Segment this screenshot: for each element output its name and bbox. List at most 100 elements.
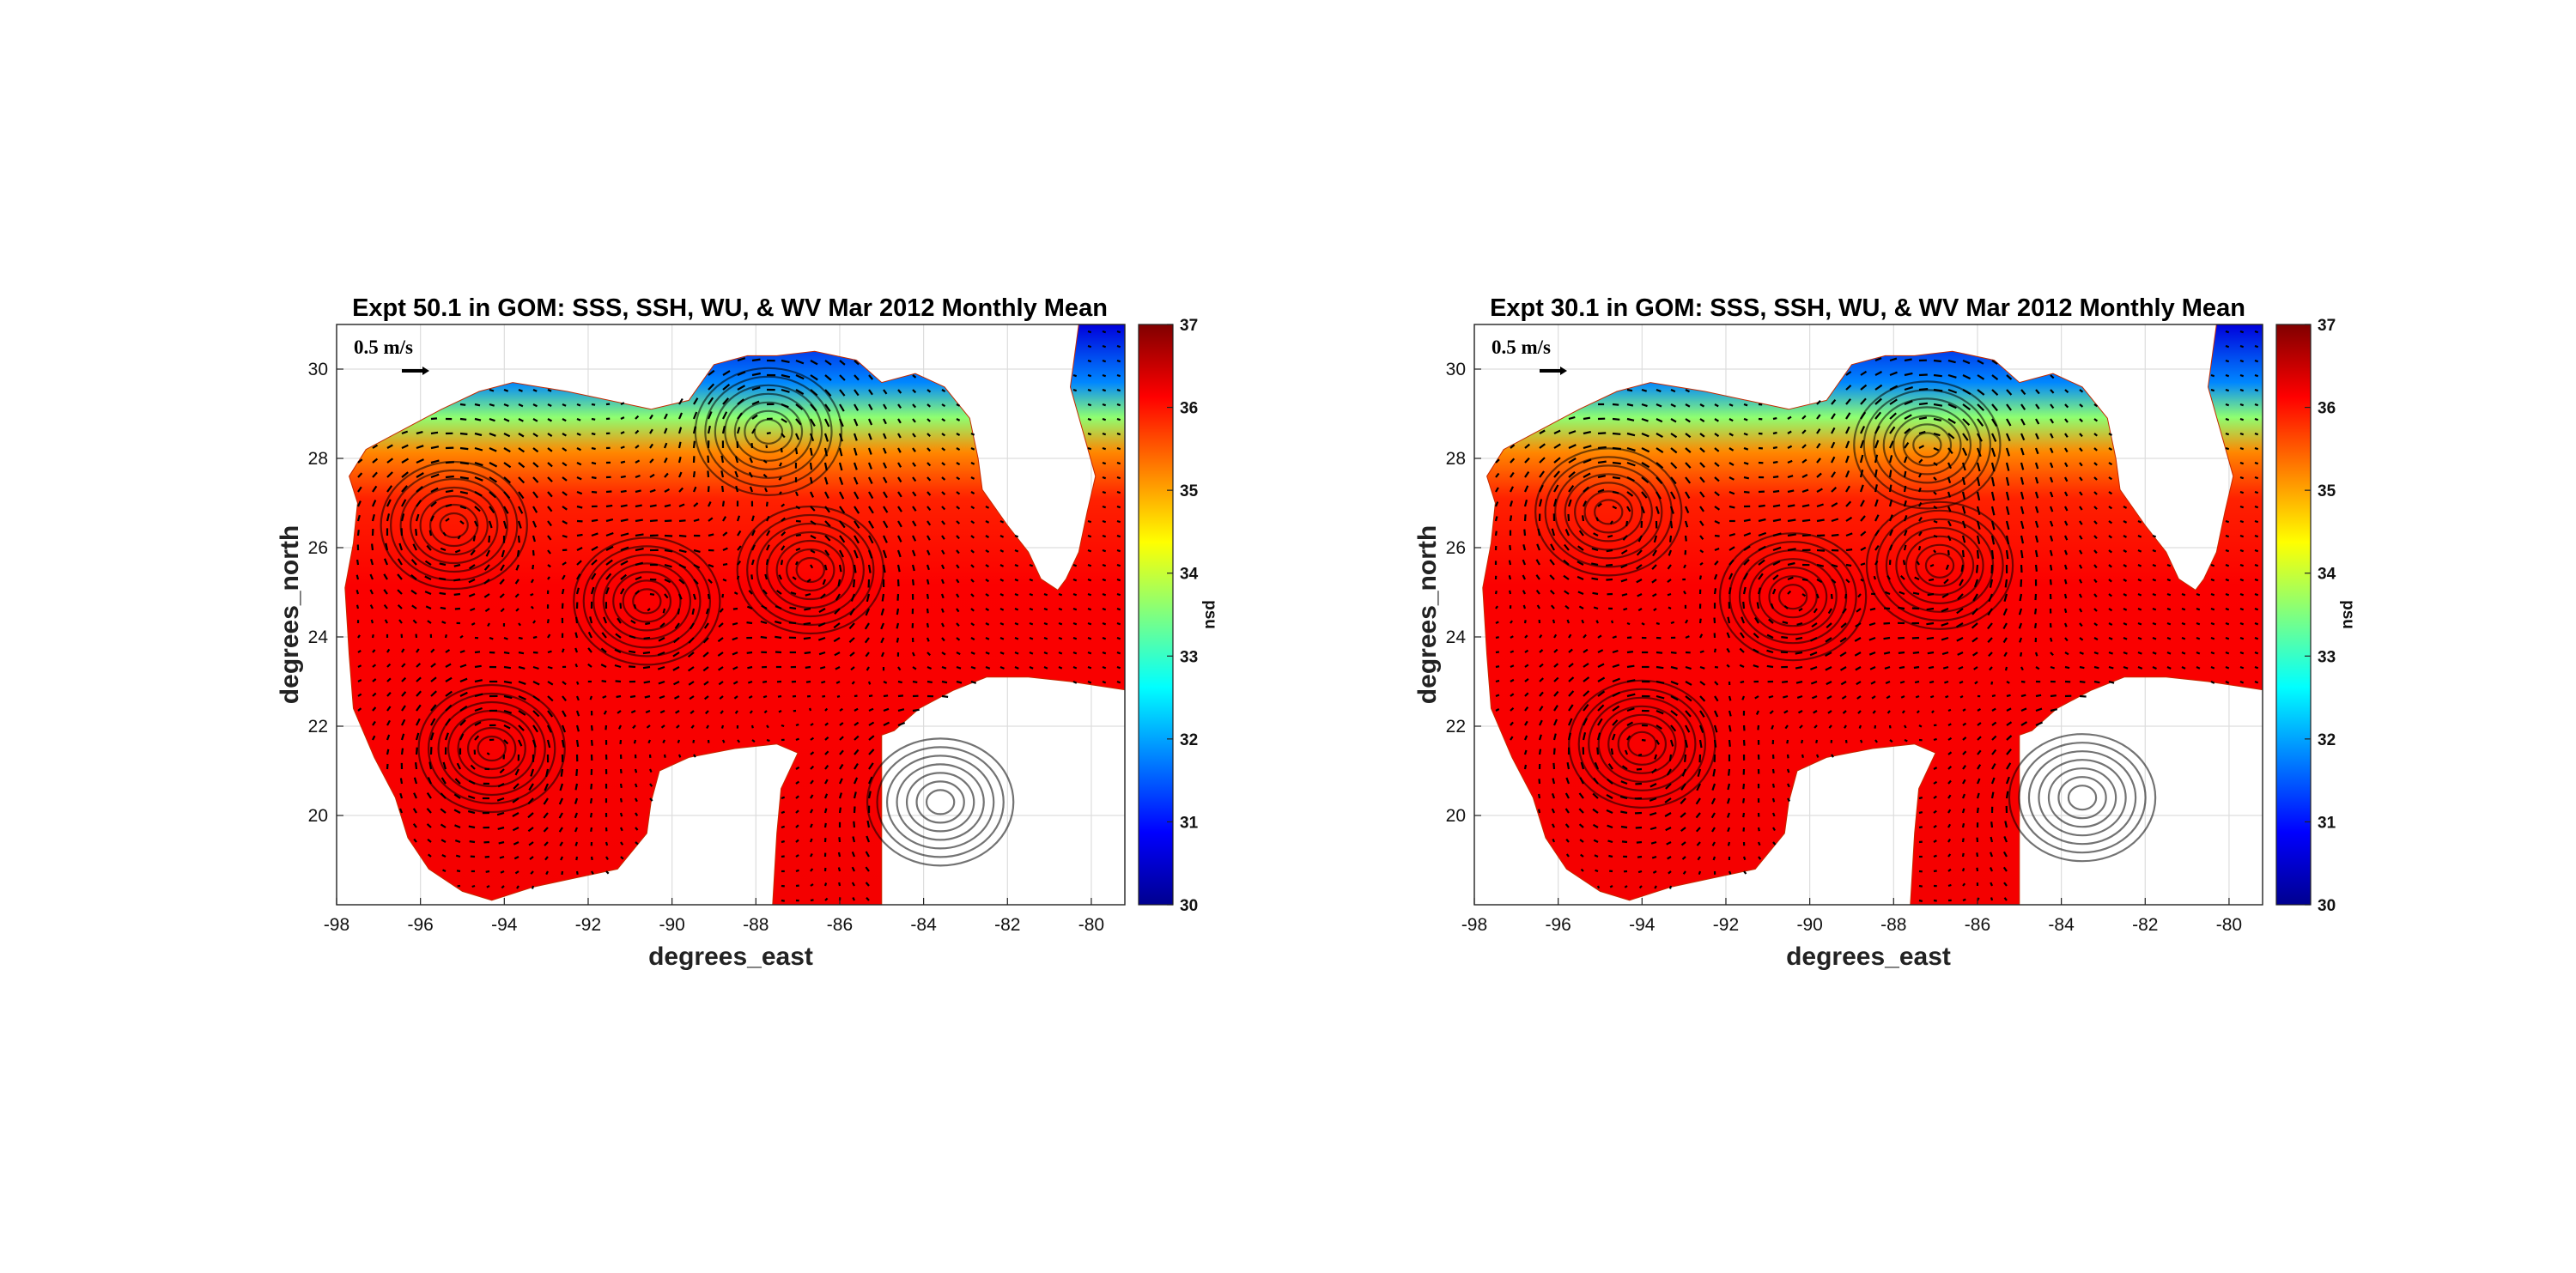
velocity-arrow — [357, 634, 361, 639]
velocity-arrow — [896, 637, 900, 643]
velocity-arrow — [2196, 592, 2201, 597]
velocity-arrow — [547, 695, 554, 702]
velocity-arrow — [576, 505, 583, 509]
velocity-arrow — [2064, 506, 2069, 512]
velocity-arrow — [1620, 578, 1628, 583]
velocity-arrow — [839, 535, 846, 543]
velocity-arrow — [440, 823, 447, 828]
y-tick-label: 22 — [1446, 717, 1466, 737]
velocity-arrow — [737, 398, 744, 405]
velocity-arrow — [532, 651, 538, 654]
velocity-arrow — [1641, 491, 1648, 499]
velocity-arrow — [868, 707, 874, 712]
velocity-arrow — [543, 812, 549, 819]
velocity-arrow — [486, 885, 490, 888]
velocity-arrow — [839, 549, 844, 558]
velocity-arrow — [1087, 680, 1092, 684]
velocity-arrow — [562, 574, 566, 580]
velocity-arrow — [707, 411, 713, 420]
velocity-arrow — [503, 476, 512, 484]
velocity-arrow — [1901, 710, 1905, 714]
velocity-arrow — [985, 520, 990, 524]
velocity-arrow — [1933, 417, 1942, 421]
velocity-arrow — [2034, 491, 2039, 499]
velocity-arrow — [1563, 559, 1570, 566]
velocity-arrow — [372, 692, 377, 697]
velocity-arrow — [1058, 592, 1063, 597]
velocity-arrow — [1772, 446, 1778, 450]
eddy — [2008, 733, 2157, 863]
velocity-arrow — [1626, 432, 1636, 437]
velocity-arrow — [896, 593, 900, 601]
velocity-arrow — [1116, 403, 1121, 407]
velocity-arrow — [527, 827, 534, 833]
velocity-arrow — [1597, 676, 1606, 682]
velocity-arrow — [1612, 664, 1620, 669]
velocity-arrow — [474, 735, 480, 741]
velocity-arrow — [678, 549, 687, 554]
velocity-arrow — [2079, 593, 2082, 598]
velocity-arrow — [779, 491, 782, 495]
velocity-arrow — [1976, 447, 1982, 458]
velocity-arrow — [720, 455, 725, 464]
velocity-arrow — [1102, 432, 1107, 436]
velocity-arrow — [1653, 608, 1657, 612]
velocity-arrow — [649, 414, 653, 420]
velocity-arrow — [1552, 619, 1556, 624]
velocity-arrow — [440, 777, 447, 785]
velocity-arrow — [2079, 491, 2083, 496]
velocity-arrow — [1539, 691, 1544, 697]
velocity-arrow — [1685, 418, 1691, 423]
velocity-arrow — [1990, 821, 1994, 828]
velocity-arrow — [440, 839, 447, 843]
velocity-arrow — [576, 476, 582, 481]
velocity-arrow — [459, 719, 466, 726]
velocity-arrow — [2093, 403, 2099, 408]
velocity-arrow — [1888, 484, 1893, 493]
velocity-arrow — [2005, 447, 2010, 457]
velocity-arrow — [868, 374, 874, 380]
velocity-arrow — [1583, 718, 1588, 726]
x-tick-label: -88 — [1880, 915, 1906, 935]
velocity-arrow — [357, 486, 362, 493]
velocity-arrow — [2210, 636, 2215, 640]
velocity-arrow — [1523, 749, 1528, 755]
velocity-arrow — [1641, 738, 1646, 742]
velocity-arrow — [1535, 589, 1540, 595]
velocity-arrow — [1592, 792, 1599, 799]
velocity-arrow — [912, 535, 917, 542]
y-tick-label: 20 — [1446, 806, 1466, 826]
velocity-arrow — [781, 545, 786, 551]
velocity-arrow — [2239, 388, 2245, 392]
velocity-arrow — [2123, 564, 2128, 567]
velocity-arrow — [1116, 651, 1121, 655]
velocity-arrow — [1874, 499, 1879, 507]
velocity-arrow — [2020, 447, 2025, 456]
velocity-arrow — [1577, 591, 1584, 596]
velocity-arrow — [2093, 608, 2098, 612]
velocity-arrow — [1787, 561, 1795, 567]
velocity-arrow — [941, 564, 945, 570]
velocity-arrow — [2034, 564, 2038, 572]
velocity-arrow — [427, 777, 433, 785]
velocity-arrow — [2002, 608, 2008, 616]
velocity-arrow — [2137, 578, 2142, 582]
velocity-arrow — [430, 690, 437, 697]
velocity-arrow — [1699, 491, 1705, 498]
velocity-arrow — [882, 549, 888, 559]
velocity-arrow — [868, 735, 875, 741]
velocity-arrow — [1651, 579, 1657, 584]
velocity-arrow — [620, 446, 625, 450]
velocity-arrow — [1553, 633, 1558, 639]
velocity-arrow — [1758, 559, 1765, 566]
velocity-arrow — [485, 870, 490, 873]
velocity-arrow — [1578, 823, 1584, 828]
velocity-arrow — [1831, 563, 1838, 568]
velocity-arrow — [883, 520, 889, 529]
velocity-arrow — [2034, 622, 2038, 628]
velocity-arrow — [1538, 809, 1541, 814]
velocity-arrow — [817, 636, 826, 641]
velocity-arrow — [529, 856, 534, 860]
velocity-arrow — [2079, 506, 2083, 511]
